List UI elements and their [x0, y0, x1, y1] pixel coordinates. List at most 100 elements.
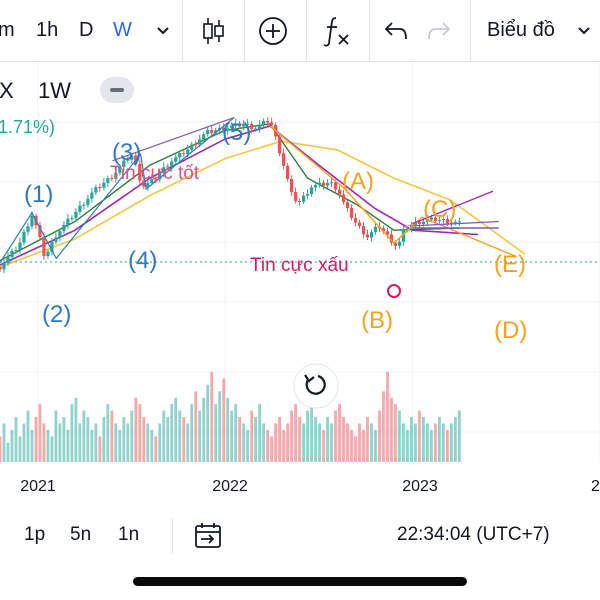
- candle-body: [254, 128, 258, 130]
- candle-body: [214, 130, 218, 133]
- interval-w[interactable]: W: [113, 19, 132, 41]
- volume-bar: [6, 442, 10, 462]
- volume-bar: [242, 423, 246, 462]
- candle-body: [74, 211, 78, 218]
- volume-bar: [86, 417, 90, 462]
- volume-bar: [246, 429, 250, 462]
- candle-body: [333, 182, 338, 190]
- x-tick-2024: 2: [591, 478, 600, 495]
- price-chart[interactable]: X 1W 1.71%) (1) (2) (3) (4) (5) (A) (B) …: [0, 62, 600, 510]
- candle-body: [313, 185, 318, 188]
- chart-style-button[interactable]: [201, 0, 225, 61]
- x-axis: 2021 2022 2023 2: [20, 478, 600, 495]
- candle-body: [30, 215, 34, 227]
- candle-body: [94, 187, 98, 193]
- reset-chart-button[interactable]: [293, 363, 339, 409]
- volume-bar: [198, 410, 202, 462]
- volume-bar: [110, 410, 114, 462]
- interval-1h[interactable]: 1h: [36, 19, 59, 41]
- range-1p[interactable]: 1p: [24, 524, 46, 545]
- volume-bar: [178, 410, 182, 462]
- volume-bar: [294, 404, 297, 462]
- x-tick-2023: 2023: [402, 478, 438, 495]
- add-indicator-button[interactable]: [258, 0, 288, 61]
- volume-bar: [162, 410, 166, 462]
- volume-bar: [126, 423, 130, 462]
- volume-bar: [50, 436, 54, 462]
- volume-bar: [230, 410, 234, 462]
- interval-d[interactable]: D: [79, 19, 94, 41]
- volume-bar: [270, 436, 274, 462]
- chart-menu-label[interactable]: Biểu đồ: [487, 19, 555, 41]
- interval-partial[interactable]: m: [0, 19, 15, 41]
- volume-bar: [441, 423, 445, 462]
- chart-menu-dropdown[interactable]: [577, 0, 591, 61]
- volume-bar: [66, 429, 70, 462]
- candle-body: [405, 228, 410, 230]
- candle-body: [2, 263, 6, 270]
- wave-label-3: (3): [112, 139, 141, 166]
- volume-bar: [218, 391, 222, 462]
- volume-bar: [334, 410, 337, 462]
- candle-body: [86, 198, 90, 205]
- volume-bar: [114, 423, 118, 462]
- candle-body: [6, 257, 10, 264]
- elliott-wave-lines: [0, 116, 516, 264]
- intervals-dropdown[interactable]: [156, 0, 170, 61]
- x-tick-2021: 2021: [20, 478, 56, 495]
- volume-bar: [250, 410, 254, 462]
- volume-bar: [74, 397, 78, 462]
- volume-bar: [266, 429, 270, 462]
- range-5n[interactable]: 5n: [70, 524, 92, 545]
- candle-body: [357, 222, 362, 226]
- candle-body: [266, 120, 270, 123]
- clock-time[interactable]: 22:34:04 (UTC+7): [397, 524, 550, 545]
- volume-bar: [30, 429, 34, 462]
- volume-bar: [10, 429, 14, 462]
- go-to-date-button[interactable]: [194, 522, 222, 556]
- undo-icon: [384, 21, 407, 39]
- candle-body: [82, 204, 86, 206]
- candle-body: [78, 205, 82, 212]
- volume-bar: [26, 410, 30, 462]
- candle-body: [146, 182, 150, 187]
- volume-bar: [314, 417, 317, 462]
- candle-body: [190, 144, 194, 150]
- annotation-good-news: Tin cực tốt: [110, 163, 200, 184]
- wave-label-B: (B): [361, 307, 393, 334]
- volume-bar: [130, 410, 134, 462]
- redo-icon: [428, 21, 451, 39]
- candle-body: [230, 125, 234, 129]
- candle-body: [449, 222, 453, 224]
- candle-body: [441, 219, 445, 221]
- redo-button[interactable]: [426, 0, 452, 61]
- upper-channel-line: [112, 116, 235, 162]
- range-1n[interactable]: 1n: [118, 524, 140, 545]
- undo-button[interactable]: [383, 0, 409, 61]
- candle-body: [401, 229, 406, 242]
- candle-body: [238, 123, 242, 127]
- volume-bar: [94, 423, 98, 462]
- volume-bar: [262, 423, 266, 462]
- candle-body: [206, 129, 210, 135]
- candle-body: [66, 218, 70, 225]
- volume-bar: [406, 429, 409, 462]
- volume-bar: [378, 410, 381, 462]
- candle-body: [70, 217, 74, 219]
- volume-bar: [438, 417, 441, 462]
- candle-body: [210, 129, 214, 133]
- candle-body: [381, 228, 386, 232]
- candle-body: [222, 127, 226, 131]
- candle-body: [349, 207, 354, 218]
- wave-label-A: (A): [342, 168, 374, 195]
- volume-bar: [457, 410, 461, 462]
- volume-bar: [453, 417, 457, 462]
- volume-bar: [298, 417, 301, 462]
- candle-body: [337, 189, 342, 195]
- volume-bar: [90, 429, 94, 462]
- candle-body: [282, 153, 286, 166]
- indicators-button[interactable]: [323, 0, 351, 61]
- volume-bar: [290, 410, 294, 462]
- volume-bar: [134, 397, 138, 462]
- top-toolbar: m 1h D W: [0, 0, 600, 62]
